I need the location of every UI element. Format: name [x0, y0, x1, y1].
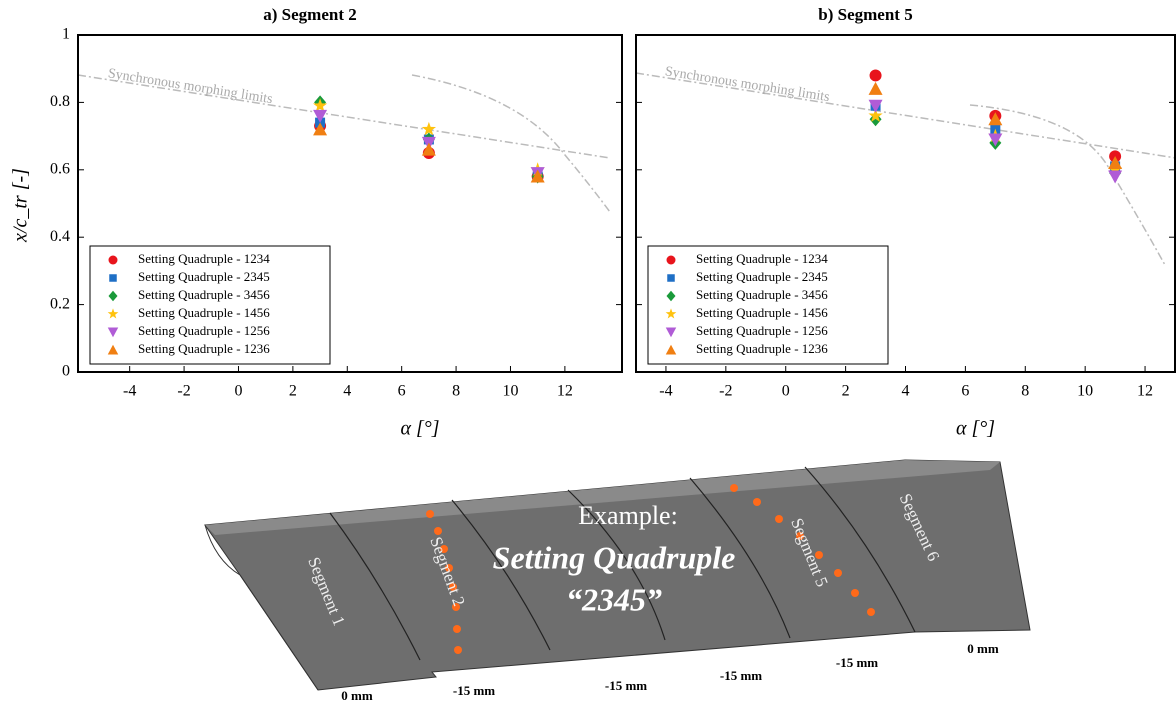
- quadruple-label: “2345”: [566, 581, 662, 617]
- legend-label: Setting Quadruple - 2345: [138, 269, 270, 284]
- x-tick-label: 0: [234, 383, 242, 400]
- marker: [869, 82, 883, 95]
- annotation: Synchronous morphing limits: [107, 66, 274, 107]
- legend-label: Setting Quadruple - 1456: [696, 305, 828, 320]
- legend-marker: [109, 274, 117, 282]
- x-tick-label: 10: [502, 383, 518, 400]
- example-label: Example:: [578, 501, 678, 530]
- x-tick-label: 2: [842, 383, 850, 400]
- x-axis-label: α [°]: [400, 418, 439, 440]
- legend-marker: [667, 274, 675, 282]
- x-tick-label: 10: [1077, 383, 1093, 400]
- marker: [313, 98, 327, 112]
- legend-label: Setting Quadruple - 1256: [696, 323, 828, 338]
- marker: [422, 143, 436, 156]
- legend-label: Setting Quadruple - 1234: [696, 251, 828, 266]
- y-tick-label: 0.8: [50, 93, 70, 110]
- x-tick-label: -4: [659, 383, 672, 400]
- chart-title: b) Segment 5: [818, 5, 912, 24]
- marker: [988, 133, 1002, 146]
- x-tick-label: 6: [961, 383, 969, 400]
- legend-label: Setting Quadruple - 1236: [696, 341, 828, 356]
- x-tick-label: 6: [398, 383, 406, 400]
- legend-label: Setting Quadruple - 2345: [696, 269, 828, 284]
- x-tick-label: 8: [452, 383, 460, 400]
- x-tick-label: 12: [557, 383, 573, 400]
- x-tick-label: 2: [289, 383, 297, 400]
- x-tick-label: 4: [343, 383, 351, 400]
- figure: Synchronous morphing limits Synchronous …: [0, 0, 1176, 706]
- y-tick-label: 0.2: [50, 295, 70, 312]
- x-tick-label: 4: [902, 383, 910, 400]
- x-tick-label: 12: [1137, 383, 1153, 400]
- limit-line: [78, 75, 610, 212]
- legend-label: Setting Quadruple - 3456: [696, 287, 828, 302]
- annotation: Synchronous morphing limits: [664, 64, 831, 105]
- chart-title: a) Segment 2: [263, 5, 356, 24]
- y-tick-label: 0: [62, 363, 70, 380]
- limit-line: [636, 73, 1176, 265]
- x-tick-label: 8: [1021, 383, 1029, 400]
- offset-label: -15 mm: [453, 683, 495, 698]
- x-axis-label: α [°]: [956, 418, 995, 440]
- offset-label: -15 mm: [836, 655, 878, 670]
- offset-label: 0 mm: [967, 641, 999, 656]
- offset-label: 0 mm: [341, 688, 373, 703]
- marker: [870, 69, 882, 81]
- legend-marker: [667, 256, 676, 265]
- offset-label: -15 mm: [720, 668, 762, 683]
- legend-label: Setting Quadruple - 1456: [138, 305, 270, 320]
- legend-marker: [109, 256, 118, 265]
- marker: [1108, 171, 1122, 184]
- y-axis-label: x/c_tr [-]: [10, 168, 32, 243]
- x-tick-label: 0: [782, 383, 790, 400]
- x-tick-label: -4: [123, 383, 136, 400]
- x-tick-label: -2: [719, 383, 732, 400]
- x-tick-label: -2: [177, 383, 190, 400]
- legend-label: Setting Quadruple - 1234: [138, 251, 270, 266]
- offset-label: -15 mm: [605, 678, 647, 693]
- legend-label: Setting Quadruple - 1236: [138, 341, 270, 356]
- y-tick-label: 0.4: [50, 228, 70, 245]
- legend-label: Setting Quadruple - 1256: [138, 323, 270, 338]
- legend-label: Setting Quadruple - 3456: [138, 287, 270, 302]
- setting-label: Setting Quadruple: [493, 539, 736, 575]
- y-tick-label: 0.6: [50, 160, 70, 177]
- y-tick-label: 1: [62, 26, 70, 43]
